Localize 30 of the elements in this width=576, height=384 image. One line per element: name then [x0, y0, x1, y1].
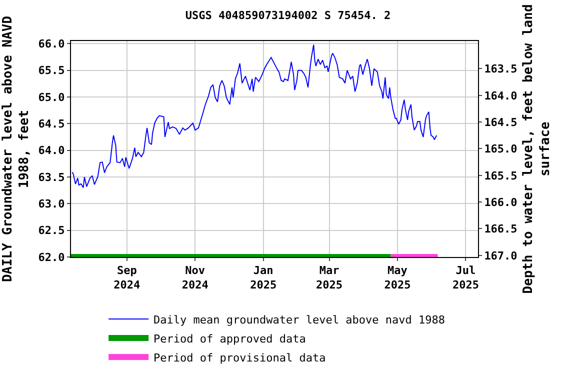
line-series — [72, 44, 438, 188]
x-tick-label: May 2025 — [384, 264, 411, 292]
y2-tick-label: 166.0 — [484, 196, 518, 209]
legend-label: Period of approved data — [154, 332, 306, 346]
y2-tick-label: 164.5 — [484, 116, 518, 129]
y-tick-label: 64.5 — [38, 118, 65, 131]
x-tick-label: Nov 2024 — [182, 264, 209, 292]
legend-label: Daily mean groundwater level above navd 1988 — [154, 313, 445, 326]
y-tick-label: 62.0 — [38, 250, 65, 264]
y-tick-label: 65.5 — [38, 64, 65, 78]
legend-label: Period of provisional data — [154, 351, 326, 364]
y2-axis-title: Depth to water level, feet below land surface — [520, 4, 553, 294]
y2-tick-label: 165.5 — [484, 169, 518, 182]
y-axis-title: DAILY Groundwater level above NAVD 1988, feet — [0, 16, 32, 282]
x-tick-label: Jul 2025 — [452, 264, 479, 292]
y2-tick-label: 167.0 — [484, 249, 518, 262]
chart-title: USGS 404859073194002 S 75454. 2 — [185, 9, 391, 22]
x-tick-label: Sep 2024 — [114, 264, 141, 292]
x-tick-label: Jan 2025 — [250, 264, 277, 292]
y2-tick-label: 165.0 — [484, 142, 518, 156]
y-tick-label: 64.0 — [38, 144, 65, 158]
y-tick-label: 63.0 — [38, 198, 65, 211]
x-tick-label: Mar 2025 — [316, 264, 343, 292]
y-tick-label: 65.0 — [38, 90, 65, 104]
y2-tick-label: 164.0 — [484, 89, 518, 102]
y2-tick-label: 166.5 — [484, 222, 518, 236]
y-tick-label: 62.5 — [38, 224, 65, 238]
y2-tick-label: 163.5 — [484, 62, 518, 76]
y-tick-label: 66.0 — [38, 38, 65, 51]
y-tick-label: 63.5 — [38, 170, 65, 184]
